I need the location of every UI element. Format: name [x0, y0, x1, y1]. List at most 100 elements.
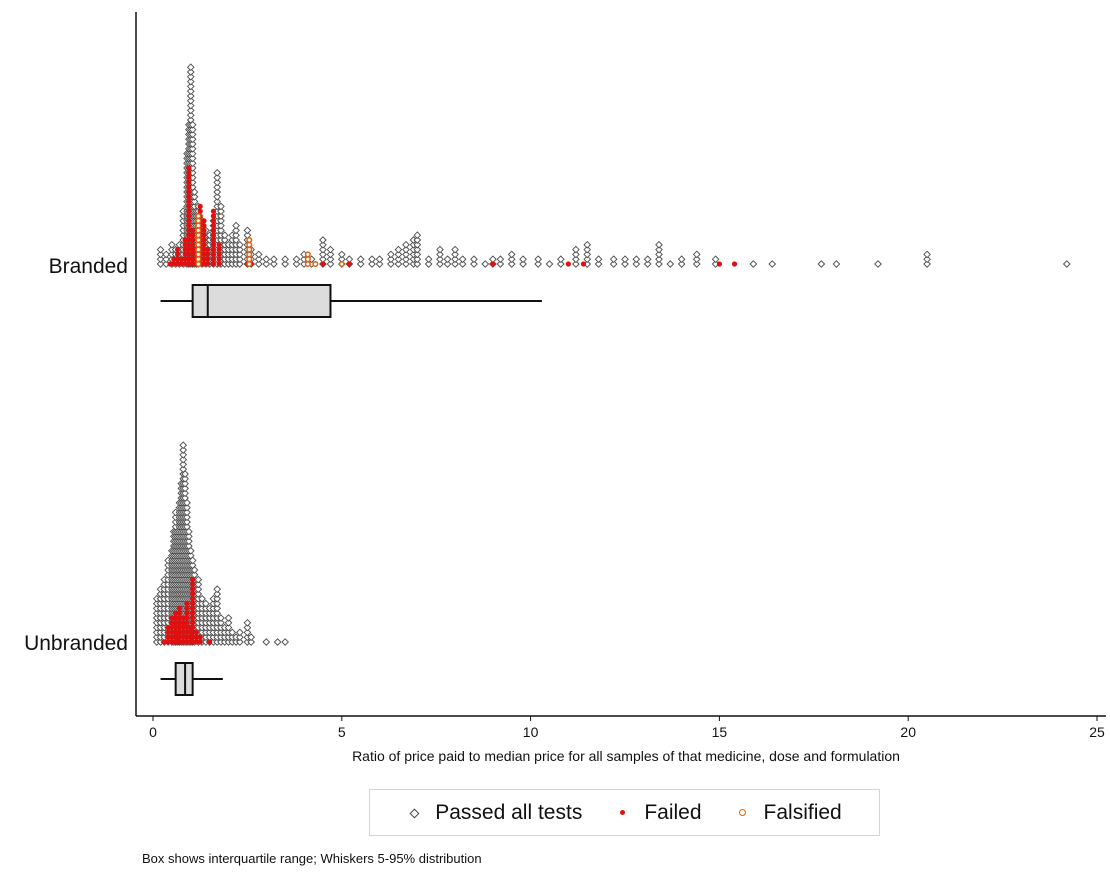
point-failed — [186, 184, 192, 190]
point-failed — [184, 601, 190, 607]
point-passed — [220, 236, 229, 244]
point-passed — [168, 240, 176, 249]
point-falsified — [195, 217, 202, 224]
point-failed — [176, 625, 183, 631]
point-passed — [179, 441, 188, 450]
point-failed — [210, 237, 217, 243]
point-failed — [190, 586, 196, 592]
point-passed — [413, 240, 422, 249]
point-falsified — [195, 246, 202, 253]
point-passed — [692, 255, 701, 264]
point-passed — [394, 260, 403, 268]
point-passed — [188, 154, 197, 163]
point-failed — [184, 605, 190, 612]
point-falsified — [195, 236, 202, 244]
point-passed — [534, 255, 542, 264]
point-passed — [232, 226, 240, 235]
point-passed — [181, 479, 189, 488]
point-failed — [165, 639, 171, 645]
point-passed — [156, 260, 165, 268]
point-passed — [413, 231, 422, 240]
point-passed — [202, 599, 210, 608]
point-passed — [243, 618, 252, 627]
point-failed — [186, 213, 192, 219]
point-failed — [197, 639, 203, 645]
point-passed — [413, 245, 422, 254]
point-passed — [243, 623, 252, 632]
point-failed — [178, 256, 184, 262]
point-passed — [507, 255, 516, 264]
point-failed — [169, 625, 175, 631]
point-passed — [451, 255, 459, 264]
point-passed — [186, 87, 195, 96]
point-passed — [402, 260, 410, 268]
point-passed — [183, 513, 191, 522]
point-failed — [190, 256, 196, 262]
point-failed — [173, 625, 179, 631]
point-failed — [161, 639, 167, 645]
point-passed — [186, 68, 195, 76]
point-falsified — [195, 260, 202, 268]
point-falsified — [195, 256, 202, 263]
point-passed — [243, 628, 252, 637]
point-failed — [193, 639, 200, 645]
point-passed — [236, 260, 244, 268]
point-passed — [655, 255, 663, 264]
point-passed — [213, 183, 222, 192]
point-passed — [319, 245, 327, 254]
point-passed — [583, 250, 592, 259]
point-passed — [217, 202, 225, 211]
point-passed — [402, 240, 410, 249]
point-passed — [183, 503, 191, 512]
point-failed — [201, 242, 207, 248]
point-passed — [368, 255, 376, 264]
point-passed — [436, 255, 444, 264]
point-passed — [572, 250, 580, 259]
point-failed — [580, 261, 587, 267]
point-passed — [232, 236, 240, 244]
point-passed — [436, 260, 444, 268]
point-failed — [190, 581, 196, 588]
point-passed — [451, 245, 459, 254]
point-failed — [180, 634, 186, 640]
point-failed — [216, 247, 222, 253]
point-failed — [165, 634, 171, 640]
point-failed — [197, 203, 203, 209]
point-failed — [205, 256, 211, 262]
point-passed — [402, 245, 410, 254]
point-passed — [655, 245, 663, 254]
point-passed — [319, 236, 327, 244]
point-passed — [413, 250, 422, 259]
point-falsified — [246, 256, 253, 263]
point-passed — [470, 255, 478, 264]
point-passed — [236, 250, 244, 259]
point-passed — [436, 250, 444, 259]
point-failed — [210, 218, 217, 224]
point-failed — [186, 175, 192, 181]
point-failed — [216, 251, 222, 257]
point-passed — [387, 250, 395, 259]
point-failed — [193, 629, 200, 636]
point-failed — [210, 227, 217, 233]
point-passed — [394, 255, 403, 264]
point-passed — [186, 96, 195, 105]
point-failed — [216, 242, 222, 248]
point-failed — [184, 615, 190, 621]
point-passed — [749, 260, 758, 268]
point-failed — [186, 251, 192, 257]
point-passed — [232, 231, 240, 240]
point-falsified — [246, 260, 253, 268]
point-failed — [180, 629, 186, 636]
category-label-unbranded: Unbranded — [24, 632, 128, 655]
point-passed — [179, 446, 188, 454]
point-failed — [190, 232, 196, 238]
legend-item-passed: Passed all tests — [407, 801, 582, 825]
point-failed — [174, 247, 181, 253]
point-passed — [217, 212, 225, 220]
point-failed — [186, 242, 192, 248]
point-passed — [194, 580, 203, 589]
point-passed — [188, 135, 197, 144]
point-failed — [186, 218, 192, 224]
point-failed — [186, 223, 192, 229]
point-passed — [179, 455, 188, 464]
